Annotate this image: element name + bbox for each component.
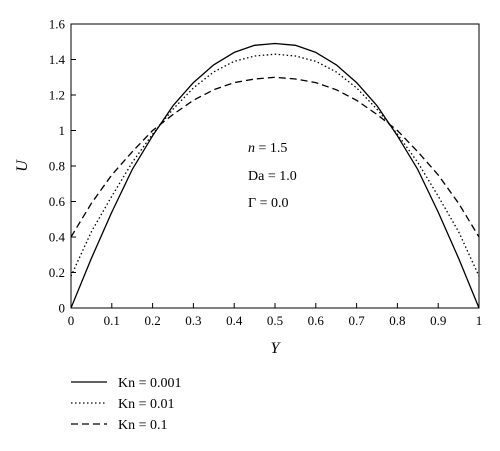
x-tick-label: 0: [68, 313, 75, 328]
y-tick-label: 1.6: [49, 17, 66, 32]
x-tick-label: 0.2: [144, 313, 160, 328]
series-line: [70, 53, 480, 277]
annotation-n-value: = 1.5: [255, 141, 287, 156]
series-line: [70, 42, 480, 309]
y-tick-label: 0.6: [49, 194, 66, 209]
y-tick-label: 0: [59, 301, 66, 316]
y-tick-label: 0.2: [49, 265, 65, 280]
x-tick-label: 0.3: [185, 313, 201, 328]
x-axis: 0 0.1 0.2 0.3 0.4 0.5 0.6 0.7 0.8 0.9 1: [68, 303, 483, 328]
annotation-gamma: Γ = 0.0: [248, 196, 289, 211]
x-tick-label: 0.8: [389, 313, 405, 328]
y-tick-label: 1.4: [49, 52, 66, 67]
x-tick-label: 1: [476, 313, 483, 328]
y-tick-label: 0.8: [49, 159, 65, 174]
x-tick-label: 0.4: [226, 313, 243, 328]
y-tick-label: 1.2: [49, 88, 65, 103]
legend-label: Kn = 0.1: [118, 418, 168, 433]
annotation-n: n = 1.5: [248, 141, 287, 156]
x-tick-label: 0.7: [348, 313, 365, 328]
x-tick-label: 0.1: [104, 313, 120, 328]
annotation-da: Da = 1.0: [248, 169, 297, 184]
y-tick-label: 0.4: [49, 230, 66, 245]
y-tick-label: 1: [59, 123, 66, 138]
legend-label: Kn = 0.001: [118, 376, 182, 391]
x-axis-title: Y: [271, 340, 282, 357]
legend-label: Kn = 0.01: [118, 397, 175, 412]
y-axis: 0 0.2 0.4 0.6 0.8 1 1.2 1.4 1.6: [49, 17, 76, 316]
series-line: [70, 76, 480, 238]
x-tick-label: 0.9: [430, 313, 446, 328]
series-layer: [70, 42, 480, 309]
plot-frame: [70, 23, 480, 309]
annotation-n-var: n: [248, 141, 255, 156]
y-axis-title: U: [14, 159, 31, 172]
legend: Kn = 0.001 Kn = 0.01 Kn = 0.1: [71, 376, 182, 433]
x-tick-label: 0.5: [267, 313, 283, 328]
x-tick-label: 0.6: [308, 313, 325, 328]
annotation-box: n = 1.5 Da = 1.0 Γ = 0.0: [248, 141, 297, 211]
